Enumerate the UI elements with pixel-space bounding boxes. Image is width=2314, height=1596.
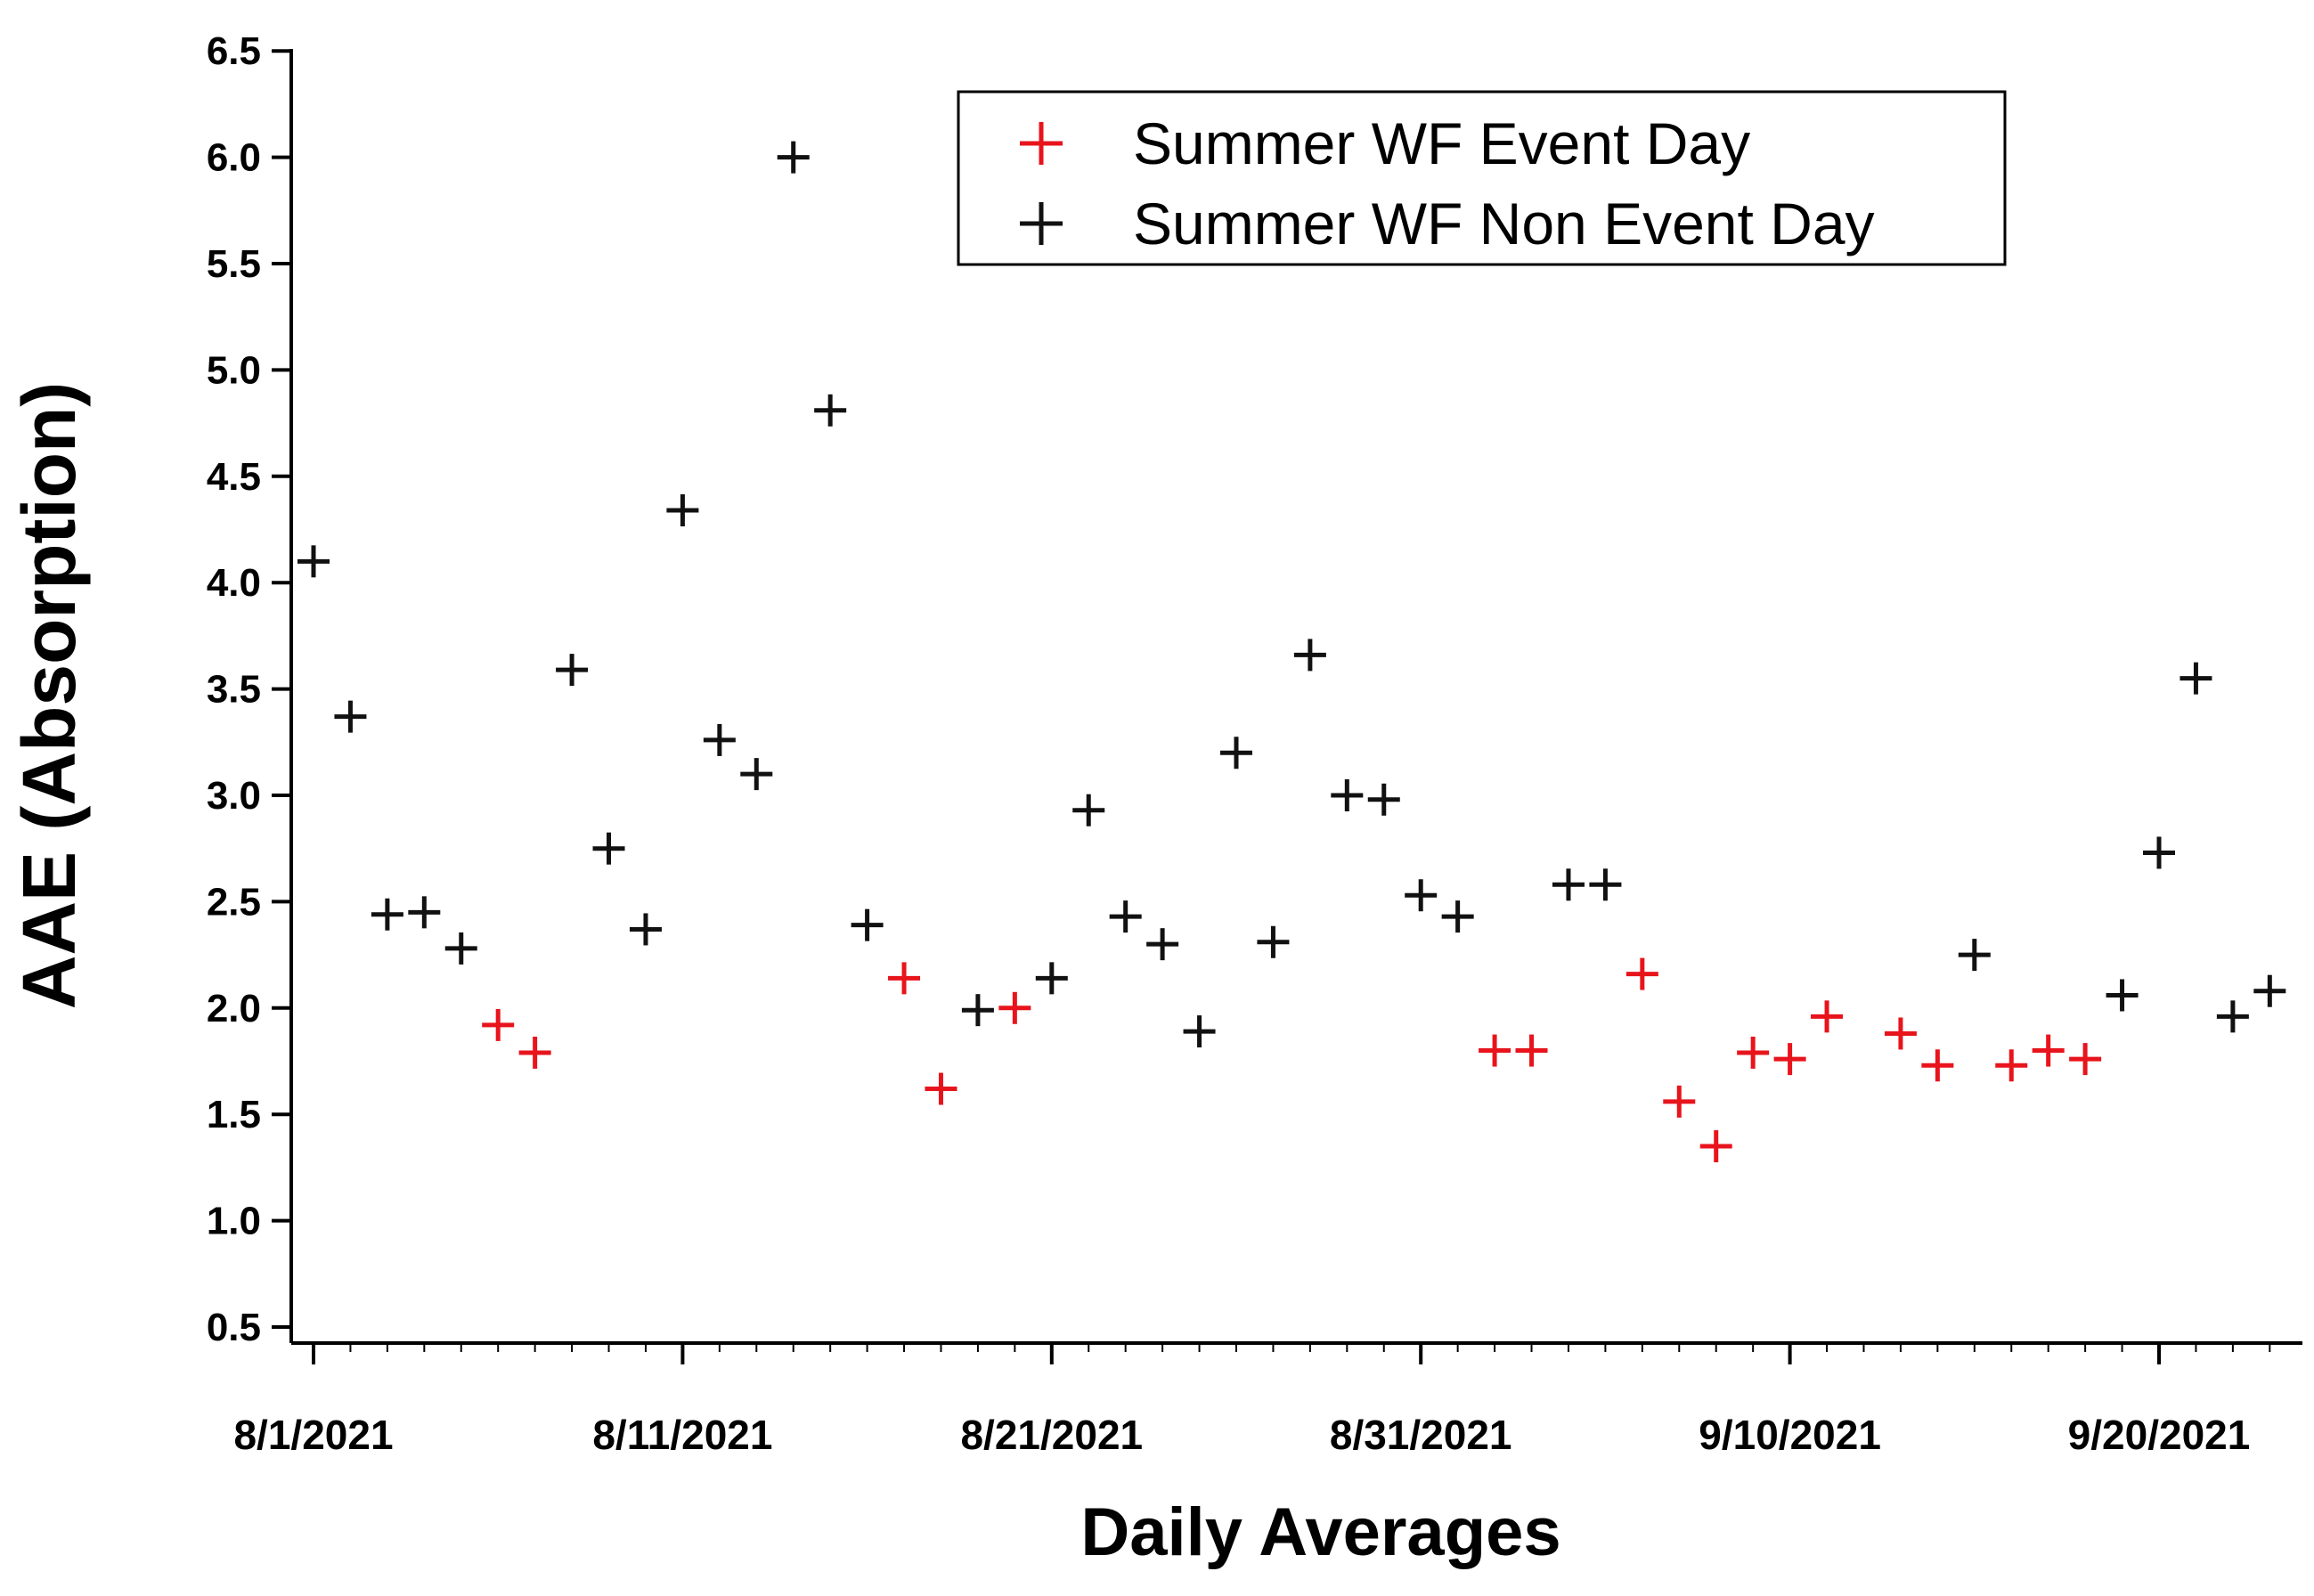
x-tick-label: 9/20/2021 bbox=[2068, 1412, 2251, 1458]
data-point bbox=[1405, 879, 1438, 912]
legend-item: Summer WF Event Day bbox=[1020, 110, 1750, 176]
x-axis-ticks: 8/1/2021 8/11/2021 8/21/2021 8/31/2021 9/10/… bbox=[233, 1343, 2271, 1458]
data-point bbox=[740, 758, 773, 791]
data-point bbox=[334, 700, 367, 733]
data-point bbox=[1921, 1049, 1954, 1082]
data-point bbox=[2253, 974, 2286, 1007]
data-point bbox=[1072, 794, 1105, 826]
legend: Summer WF Event Day Summer WF Non Event D… bbox=[957, 90, 2007, 266]
y-tick-label: 6.0 bbox=[207, 136, 261, 180]
data-point bbox=[1479, 1034, 1511, 1067]
x-axis-title: Daily Averages bbox=[1080, 1494, 1560, 1570]
series-non-event-day bbox=[297, 141, 2286, 1048]
data-point bbox=[1441, 900, 1474, 933]
data-points bbox=[297, 141, 2286, 1163]
data-point bbox=[1109, 900, 1142, 933]
y-tick-label: 6.5 bbox=[207, 29, 261, 73]
data-point bbox=[1183, 1015, 1216, 1048]
data-point bbox=[777, 141, 810, 174]
data-point bbox=[851, 908, 884, 941]
data-point bbox=[1515, 1034, 1548, 1067]
x-tick-label: 9/10/2021 bbox=[1699, 1412, 1881, 1458]
data-point bbox=[1035, 962, 1068, 995]
data-point bbox=[2106, 979, 2139, 1012]
y-tick-label: 2.5 bbox=[207, 880, 261, 924]
data-point bbox=[482, 1008, 515, 1041]
data-point bbox=[888, 962, 921, 995]
data-point bbox=[1220, 737, 1252, 770]
legend-box bbox=[957, 90, 2007, 266]
x-tick-label: 8/1/2021 bbox=[233, 1412, 393, 1458]
data-point bbox=[1626, 957, 1658, 990]
data-point bbox=[1811, 1000, 1844, 1033]
data-point bbox=[1257, 925, 1290, 958]
data-point bbox=[1146, 928, 1179, 961]
data-point bbox=[1773, 1043, 1806, 1076]
data-point bbox=[1589, 868, 1622, 901]
data-point bbox=[1293, 639, 1326, 672]
data-point bbox=[2069, 1043, 2102, 1076]
data-point bbox=[998, 991, 1031, 1024]
data-point bbox=[703, 723, 736, 756]
data-point bbox=[2032, 1034, 2065, 1067]
y-tick-label: 2.0 bbox=[207, 987, 261, 1030]
data-point bbox=[2180, 662, 2212, 695]
legend-label: Summer WF Event Day bbox=[1133, 110, 1750, 176]
data-point bbox=[1663, 1085, 1696, 1118]
y-axis-title: AAE (Absorption) bbox=[7, 382, 91, 1010]
series-event-day bbox=[482, 957, 2102, 1163]
y-tick-label: 1.0 bbox=[207, 1200, 261, 1243]
y-tick-label: 1.5 bbox=[207, 1093, 261, 1136]
data-point bbox=[297, 545, 330, 578]
legend-label: Summer WF Non Event Day bbox=[1133, 191, 1875, 256]
data-point bbox=[2143, 836, 2175, 869]
data-point bbox=[371, 898, 403, 931]
data-point bbox=[925, 1072, 957, 1105]
data-point bbox=[1884, 1017, 1917, 1050]
data-point bbox=[1331, 779, 1364, 811]
data-point bbox=[629, 913, 662, 946]
data-point bbox=[518, 1036, 551, 1069]
data-point bbox=[592, 832, 625, 865]
y-tick-label: 4.0 bbox=[207, 561, 261, 605]
data-point bbox=[1737, 1036, 1770, 1069]
y-axis-ticks: 0.5 1.0 1.5 2.0 2.5 3.0 3.5 4.0 4.5 5.0 5.5 6.0 6.5 bbox=[207, 29, 291, 1349]
x-tick-label: 8/31/2021 bbox=[1330, 1412, 1512, 1458]
y-tick-label: 4.5 bbox=[207, 455, 261, 499]
data-point bbox=[2216, 1000, 2249, 1033]
x-tick-label: 8/21/2021 bbox=[960, 1412, 1143, 1458]
x-tick-label: 8/11/2021 bbox=[592, 1412, 772, 1458]
data-point bbox=[556, 654, 589, 687]
data-point bbox=[1552, 868, 1585, 901]
data-point bbox=[444, 932, 477, 965]
data-point bbox=[961, 994, 994, 1027]
y-tick-label: 0.5 bbox=[207, 1306, 261, 1349]
data-point bbox=[408, 896, 441, 929]
y-tick-label: 5.0 bbox=[207, 348, 261, 392]
data-point bbox=[814, 394, 847, 427]
data-point bbox=[1995, 1049, 2028, 1082]
data-point bbox=[1699, 1130, 1732, 1163]
data-point bbox=[1367, 783, 1400, 816]
y-tick-label: 5.5 bbox=[207, 242, 261, 286]
y-tick-label: 3.0 bbox=[207, 774, 261, 818]
data-point bbox=[666, 494, 699, 527]
legend-item: Summer WF Non Event Day bbox=[1020, 191, 1875, 256]
data-point bbox=[1958, 939, 1991, 972]
y-tick-label: 3.5 bbox=[207, 668, 261, 712]
